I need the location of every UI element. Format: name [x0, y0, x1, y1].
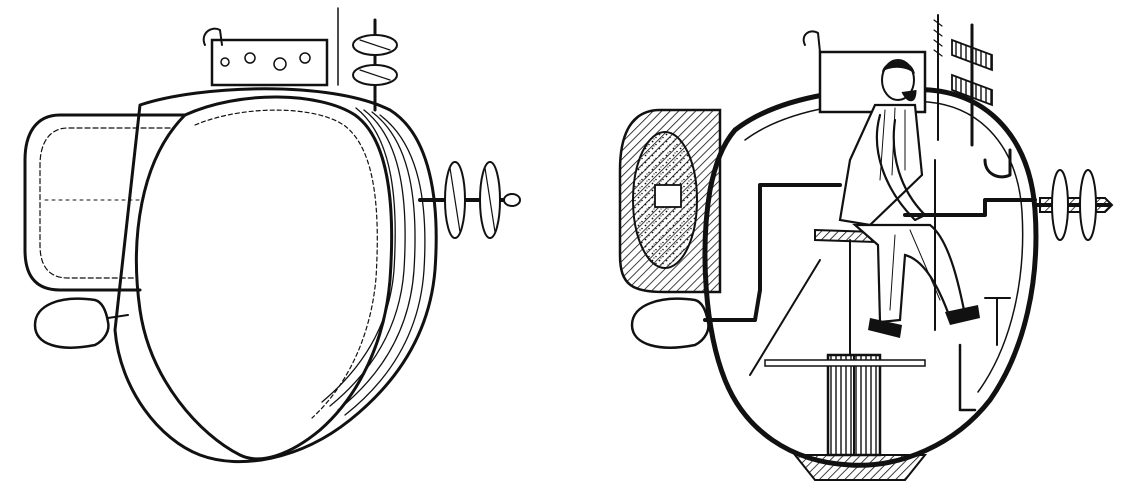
cutaway-top-propeller: [951, 23, 993, 147]
cutaway-ballast-bulb: [630, 297, 710, 349]
tower-valve: [802, 30, 821, 53]
floor-plate: [764, 359, 926, 367]
hull-rim-ring-2: [337, 111, 416, 411]
pilot-legs: [852, 223, 967, 324]
hull-rim-rings: [344, 114, 426, 416]
hull-body-outline: [113, 87, 438, 464]
exterior-view-panel: [23, 7, 521, 464]
control-lever: [749, 259, 821, 376]
side-tank-inner: [39, 127, 171, 279]
front-shell-face: [135, 95, 394, 461]
pilot-figure: [838, 59, 980, 338]
side-propeller: [418, 161, 521, 239]
internal-piping: [703, 183, 842, 322]
side-pipe: [958, 343, 977, 412]
ballast-connector: [107, 314, 129, 319]
side-tank: [23, 113, 187, 292]
front-shell-inner-line: [194, 109, 378, 419]
top-propeller: [352, 18, 398, 112]
pedal-valve: [984, 297, 1011, 346]
pilot-foot-right: [945, 305, 980, 325]
tank-valve: [654, 184, 682, 208]
cutaway-view-panel: [618, 14, 1114, 481]
pilot-arm: [875, 113, 927, 222]
shaft-pipe: [903, 198, 1037, 217]
cutaway-side-propeller: [1033, 169, 1114, 241]
pilot-foot-left: [868, 318, 902, 338]
hull-rim-ring-4: [321, 107, 396, 403]
u-pipe: [983, 148, 1012, 179]
ballast-bulb: [33, 297, 110, 349]
keel-ballast: [792, 454, 928, 481]
valve-handle: [202, 27, 223, 46]
